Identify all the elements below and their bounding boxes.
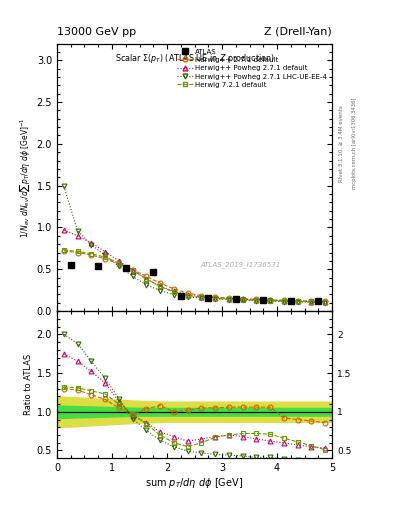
- Y-axis label: $1/N_{ev}\ dN_{ev}/d\sum p_{T}/d\eta\ d\phi\ \mathrm{[GeV]}^{-1}$: $1/N_{ev}\ dN_{ev}/d\sum p_{T}/d\eta\ d\…: [18, 117, 33, 238]
- Text: 13000 GeV pp: 13000 GeV pp: [57, 27, 136, 37]
- Text: Rivet 3.1.10, ≥ 3.4M events: Rivet 3.1.10, ≥ 3.4M events: [339, 105, 344, 182]
- Text: ATLAS_2019_I1736531: ATLAS_2019_I1736531: [200, 262, 280, 268]
- Y-axis label: Ratio to ATLAS: Ratio to ATLAS: [24, 354, 33, 415]
- Text: Scalar $\Sigma(p_T)$ (ATLAS UE in $Z$ production): Scalar $\Sigma(p_T)$ (ATLAS UE in $Z$ pr…: [115, 52, 274, 65]
- Text: mcplots.cern.ch [arXiv:1306.3436]: mcplots.cern.ch [arXiv:1306.3436]: [352, 98, 357, 189]
- X-axis label: sum $p_T/d\eta\ d\phi$ [GeV]: sum $p_T/d\eta\ d\phi$ [GeV]: [145, 476, 244, 490]
- Text: Z (Drell-Yan): Z (Drell-Yan): [264, 27, 332, 37]
- Legend: ATLAS, Herwig++ 2.7.1 default, Herwig++ Powheg 2.7.1 default, Herwig++ Powheg 2.: ATLAS, Herwig++ 2.7.1 default, Herwig++ …: [176, 47, 329, 89]
